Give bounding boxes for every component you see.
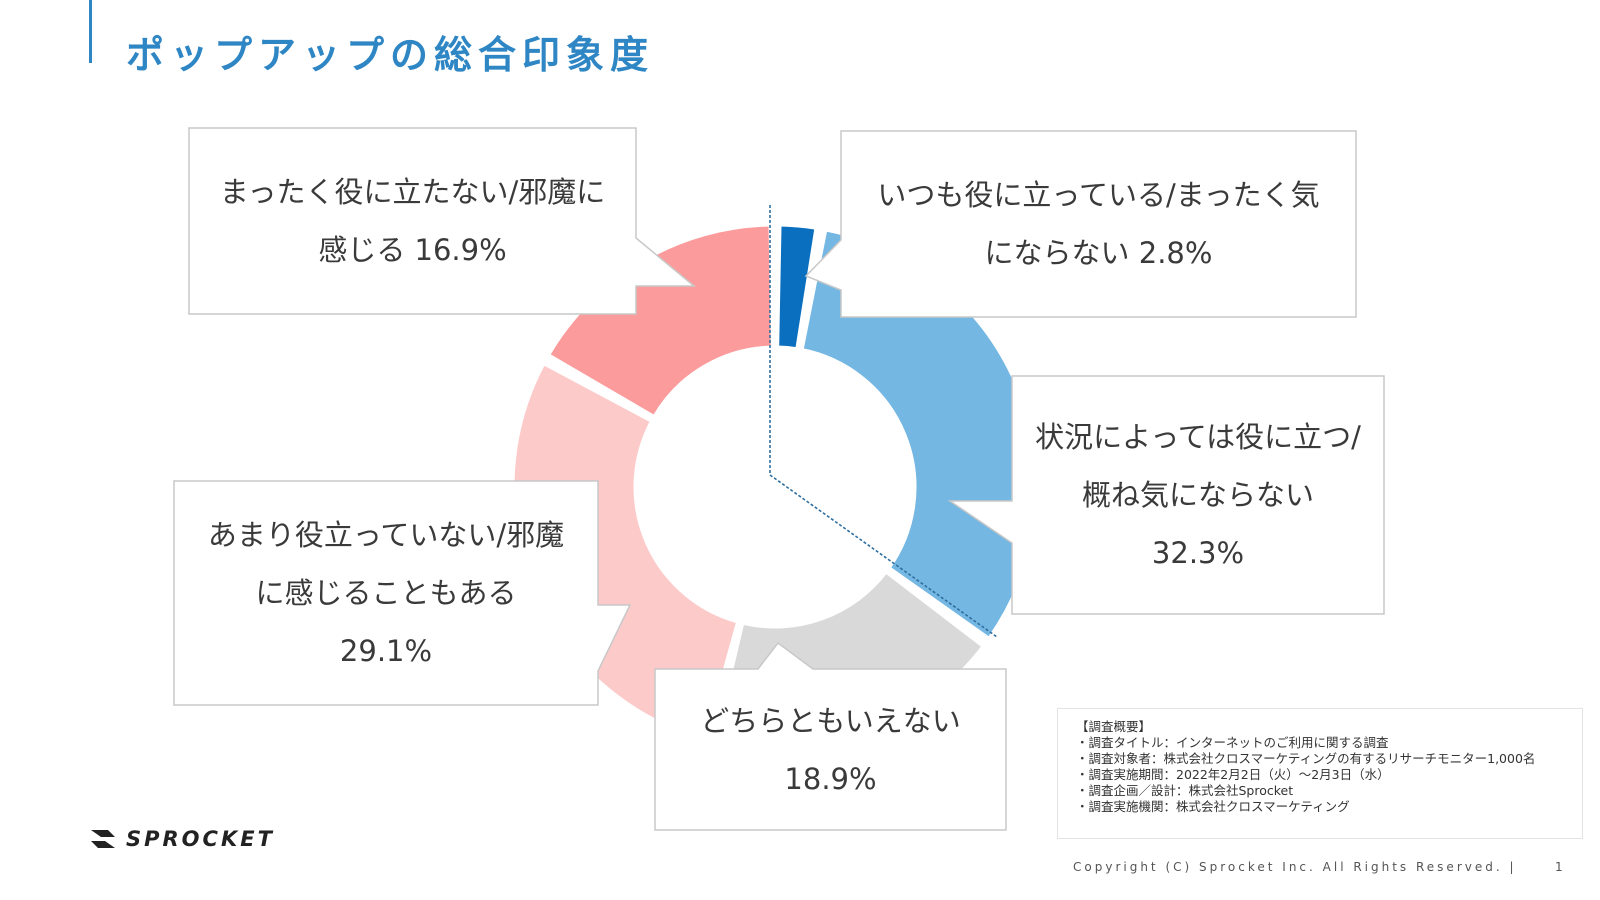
- label-line: にならない 2.8%: [984, 236, 1213, 270]
- slice-label-neutral: どちらともいえない 18.9%: [655, 669, 1006, 830]
- slice-always-useful: [776, 223, 818, 351]
- label-line: あまり役立っていない/邪魔: [207, 518, 565, 552]
- callout-balloon-always-useful: [804, 130, 1357, 318]
- survey-summary: 【調査概要】 ・調査タイトル：インターネットのご利用に関する調査 ・調査対象者：…: [1057, 708, 1583, 839]
- label-line: いつも役に立っている/まったく気: [877, 178, 1320, 212]
- callout-balloon-sometimes-useful: [947, 375, 1385, 615]
- label-line: 32.3%: [1151, 536, 1245, 570]
- callout-balloon-somewhat-not-useful: [173, 480, 632, 706]
- label-line: 概ね気にならない: [1081, 478, 1314, 512]
- slice-label-sometimes-useful: 状況によっては役に立つ/概ね気にならない 32.3%: [1012, 376, 1384, 614]
- summary-line: ・調査実施期間：2022年2月2日（火）～2月3日（水）: [1076, 767, 1390, 782]
- positive-group-divider-bottom: [769, 474, 998, 638]
- logo-text: SPROCKET: [126, 827, 275, 851]
- summary-line: ・調査対象者：株式会社クロスマーケティングの有するリサーチモニター1,000名: [1076, 751, 1536, 766]
- summary-heading: 【調査概要】: [1076, 719, 1152, 734]
- footer-logo: SPROCKET: [88, 826, 275, 852]
- summary-line: ・調査企画／設計：株式会社Sprocket: [1076, 783, 1294, 798]
- label-line: まったく役に立たない/邪魔に: [219, 175, 606, 209]
- label-line: に感じることもある: [255, 576, 517, 610]
- slice-label-always-useful: いつも役に立っている/まったく気 にならない 2.8%: [841, 131, 1356, 317]
- callout-balloon-not-useful-at-all: [188, 127, 697, 315]
- label-line: 18.9%: [784, 761, 877, 796]
- copyright-text: Copyright (C) Sprocket Inc. All Rights R…: [1073, 860, 1517, 874]
- page-number: 1: [1555, 860, 1563, 874]
- label-line: 29.1%: [339, 634, 433, 668]
- page-title: ポップアップの総合印象度: [126, 33, 655, 77]
- callout-balloon-neutral: [654, 641, 1007, 831]
- title-accent-bar: [89, 0, 92, 63]
- summary-line: ・調査実施機関：株式会社クロスマーケティング: [1076, 799, 1350, 814]
- slice-label-not-useful-at-all: まったく役に立たない/邪魔に 感じる 16.9%: [189, 128, 636, 314]
- slice-label-somewhat-not-useful: あまり役立っていない/邪魔 に感じることもある 29.1%: [174, 481, 598, 705]
- sprocket-logo-icon: [91, 830, 115, 848]
- label-line: 感じる 16.9%: [318, 233, 507, 267]
- label-line: どちらともいえない: [700, 703, 961, 738]
- label-line: 状況によっては役に立つ/: [1035, 420, 1361, 454]
- summary-line: ・調査タイトル：インターネットのご利用に関する調査: [1076, 735, 1389, 750]
